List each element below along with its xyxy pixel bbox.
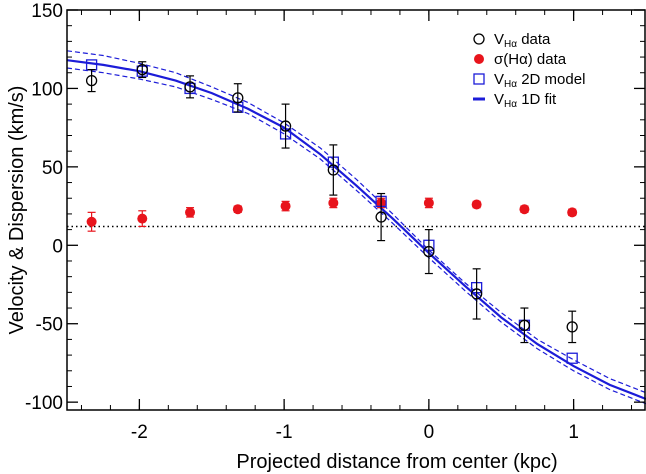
velocity-errorbar bbox=[472, 268, 481, 320]
plot-frame bbox=[66, 9, 646, 411]
velocity-data-point bbox=[423, 245, 435, 258]
x-tick-label: -1 bbox=[276, 422, 293, 443]
y-axis-title: Velocity & Dispersion (km/s) bbox=[6, 86, 28, 335]
velocity-data-point bbox=[279, 120, 292, 132]
y-tick-label: 150 bbox=[31, 1, 63, 22]
sigma-data-point bbox=[567, 207, 578, 218]
legend-label: σ(Hα) data bbox=[494, 51, 567, 68]
fit-curves bbox=[67, 50, 646, 405]
velocity-data-point bbox=[85, 74, 98, 87]
data-points bbox=[85, 59, 578, 364]
velocity-data-point bbox=[375, 211, 387, 223]
velocity-errorbar bbox=[329, 144, 338, 196]
sigma-data-point bbox=[232, 204, 243, 215]
x-tick-label: 1 bbox=[568, 422, 579, 443]
velocity-data-point bbox=[232, 92, 244, 104]
y-tick-label: 50 bbox=[42, 158, 63, 179]
y-tick-label: -100 bbox=[25, 393, 63, 414]
velocity-data-point bbox=[566, 321, 578, 333]
sigma-data-point bbox=[86, 216, 97, 227]
velocity-errorbar bbox=[568, 310, 577, 344]
velocity-errorbar bbox=[377, 192, 386, 242]
y-tick-label: 100 bbox=[31, 79, 63, 100]
velocity-data-point bbox=[184, 81, 196, 93]
sigma-data-point bbox=[185, 207, 196, 218]
x-tick-label: -2 bbox=[131, 422, 148, 443]
sigma-data-point bbox=[519, 204, 530, 215]
sigma-data-point bbox=[471, 199, 482, 210]
velocity-errorbar bbox=[233, 83, 242, 113]
x-tick-label: 0 bbox=[424, 422, 435, 443]
sigma-data-point bbox=[423, 197, 434, 208]
fit-curve bbox=[67, 59, 646, 401]
fit-upper-bound bbox=[67, 50, 646, 394]
model-2d-point bbox=[566, 352, 578, 364]
velocity-data-point bbox=[470, 288, 483, 300]
x-axis-title: Projected distance from center (kpc) bbox=[236, 451, 557, 473]
legend-box bbox=[464, 30, 634, 120]
y-tick-label: 0 bbox=[52, 236, 63, 257]
velocity-errorbar bbox=[281, 103, 290, 149]
sigma-data-point bbox=[328, 197, 339, 208]
velocity-data-point bbox=[327, 164, 339, 176]
velocity-errorbar bbox=[520, 307, 529, 344]
velocity-data-point bbox=[136, 63, 148, 76]
legend-marker-velocity bbox=[473, 33, 485, 45]
y-tick-label: -50 bbox=[36, 315, 63, 336]
legend-marker-model bbox=[473, 73, 485, 85]
sigma-data-point bbox=[280, 201, 291, 212]
legend-marker-sigma bbox=[474, 54, 484, 64]
legend-label: VHα data bbox=[494, 31, 551, 50]
velocity-data-point bbox=[518, 319, 531, 331]
sigma-data-point bbox=[137, 213, 148, 224]
axes: -2 -1 0 1 -100 -50 0 50 100 150 bbox=[25, 1, 646, 443]
velocity-errorbar bbox=[424, 229, 433, 275]
velocity-errorbar bbox=[87, 69, 96, 93]
fit-lower-bound bbox=[67, 67, 646, 405]
legend-label: VHα 2D model bbox=[494, 71, 585, 90]
velocity-errorbar bbox=[186, 75, 195, 99]
legend-label: VHα 1D fit bbox=[494, 91, 557, 110]
